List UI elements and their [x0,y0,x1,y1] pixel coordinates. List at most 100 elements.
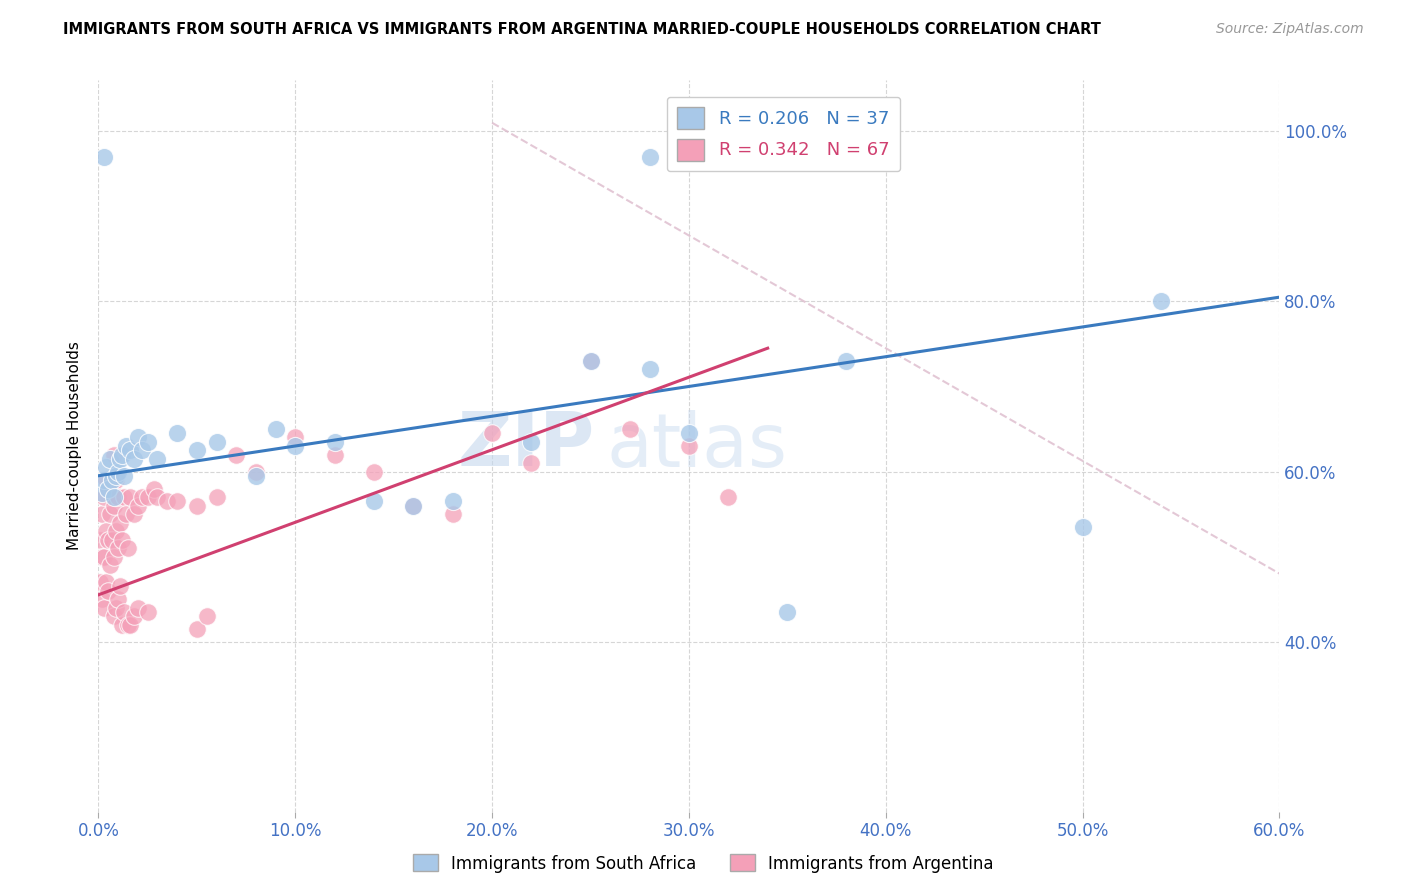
Immigrants from Argentina [103,609,125,624]
Immigrants from Argentina [678,439,700,453]
Text: ZIP: ZIP [457,409,595,483]
Immigrants from South Africa [115,439,138,453]
Immigrants from South Africa [166,426,188,441]
Immigrants from South Africa [105,468,128,483]
Immigrants from Argentina [117,541,139,555]
Immigrants from Argentina [225,448,247,462]
Immigrants from South Africa [579,354,602,368]
Immigrants from Argentina [118,617,141,632]
Immigrants from Argentina [195,609,218,624]
Immigrants from Argentina [107,541,129,555]
Immigrants from Argentina [101,482,124,496]
Immigrants from Argentina [105,600,128,615]
Immigrants from Argentina [142,482,165,496]
Immigrants from Argentina [112,490,135,504]
Immigrants from Argentina [166,494,188,508]
Immigrants from South Africa [441,494,464,508]
Immigrants from Argentina [91,549,114,564]
Immigrants from South Africa [97,482,120,496]
Y-axis label: Married-couple Households: Married-couple Households [67,342,83,550]
Immigrants from Argentina [205,490,228,504]
Immigrants from Argentina [108,579,131,593]
Immigrants from Argentina [118,490,141,504]
Text: Source: ZipAtlas.com: Source: ZipAtlas.com [1216,22,1364,37]
Immigrants from Argentina [323,448,346,462]
Immigrants from Argentina [103,549,125,564]
Immigrants from Argentina [156,494,179,508]
Immigrants from Argentina [186,499,208,513]
Immigrants from Argentina [127,600,149,615]
Immigrants from Argentina [619,422,641,436]
Immigrants from Argentina [98,507,121,521]
Immigrants from South Africa [118,443,141,458]
Immigrants from Argentina [111,617,134,632]
Immigrants from Argentina [186,622,208,636]
Immigrants from Argentina [101,533,124,547]
Immigrants from Argentina [103,448,125,462]
Immigrants from Argentina [98,558,121,572]
Immigrants from Argentina [117,617,139,632]
Immigrants from Argentina [97,533,120,547]
Immigrants from South Africa [112,468,135,483]
Immigrants from Argentina [105,473,128,487]
Immigrants from Argentina [717,490,740,504]
Immigrants from South Africa [363,494,385,508]
Immigrants from Argentina [93,600,115,615]
Immigrants from Argentina [96,575,118,590]
Immigrants from Argentina [96,524,118,538]
Immigrants from Argentina [96,473,118,487]
Immigrants from Argentina [136,605,159,619]
Immigrants from Argentina [127,499,149,513]
Immigrants from South Africa [776,605,799,619]
Immigrants from Argentina [107,592,129,607]
Immigrants from South Africa [111,448,134,462]
Immigrants from Argentina [97,482,120,496]
Immigrants from Argentina [91,507,114,521]
Immigrants from South Africa [638,362,661,376]
Immigrants from Argentina [136,490,159,504]
Immigrants from Argentina [115,507,138,521]
Immigrants from South Africa [1071,520,1094,534]
Immigrants from South Africa [108,451,131,466]
Immigrants from Argentina [89,533,111,547]
Immigrants from Argentina [579,354,602,368]
Legend: Immigrants from South Africa, Immigrants from Argentina: Immigrants from South Africa, Immigrants… [406,847,1000,880]
Immigrants from Argentina [402,499,425,513]
Text: IMMIGRANTS FROM SOUTH AFRICA VS IMMIGRANTS FROM ARGENTINA MARRIED-COUPLE HOUSEHO: IMMIGRANTS FROM SOUTH AFRICA VS IMMIGRAN… [63,22,1101,37]
Immigrants from Argentina [91,592,114,607]
Immigrants from South Africa [91,485,114,500]
Immigrants from Argentina [363,465,385,479]
Immigrants from Argentina [122,507,145,521]
Immigrants from Argentina [89,575,111,590]
Immigrants from Argentina [93,490,115,504]
Immigrants from South Africa [1150,294,1173,309]
Immigrants from South Africa [93,473,115,487]
Immigrants from South Africa [107,465,129,479]
Immigrants from South Africa [146,451,169,466]
Immigrants from South Africa [638,150,661,164]
Text: atlas: atlas [606,409,787,483]
Immigrants from South Africa [678,426,700,441]
Immigrants from Argentina [105,524,128,538]
Immigrants from Argentina [93,549,115,564]
Immigrants from South Africa [284,439,307,453]
Immigrants from South Africa [127,430,149,444]
Legend: R = 0.206   N = 37, R = 0.342   N = 67: R = 0.206 N = 37, R = 0.342 N = 67 [666,96,900,171]
Immigrants from Argentina [103,499,125,513]
Immigrants from South Africa [520,434,543,449]
Immigrants from Argentina [245,465,267,479]
Immigrants from South Africa [136,434,159,449]
Immigrants from Argentina [441,507,464,521]
Immigrants from South Africa [323,434,346,449]
Immigrants from Argentina [520,456,543,470]
Immigrants from South Africa [131,443,153,458]
Immigrants from South Africa [101,473,124,487]
Immigrants from Argentina [146,490,169,504]
Immigrants from South Africa [835,354,858,368]
Immigrants from Argentina [108,516,131,530]
Immigrants from South Africa [186,443,208,458]
Immigrants from South Africa [93,150,115,164]
Immigrants from Argentina [122,609,145,624]
Immigrants from Argentina [111,533,134,547]
Immigrants from Argentina [131,490,153,504]
